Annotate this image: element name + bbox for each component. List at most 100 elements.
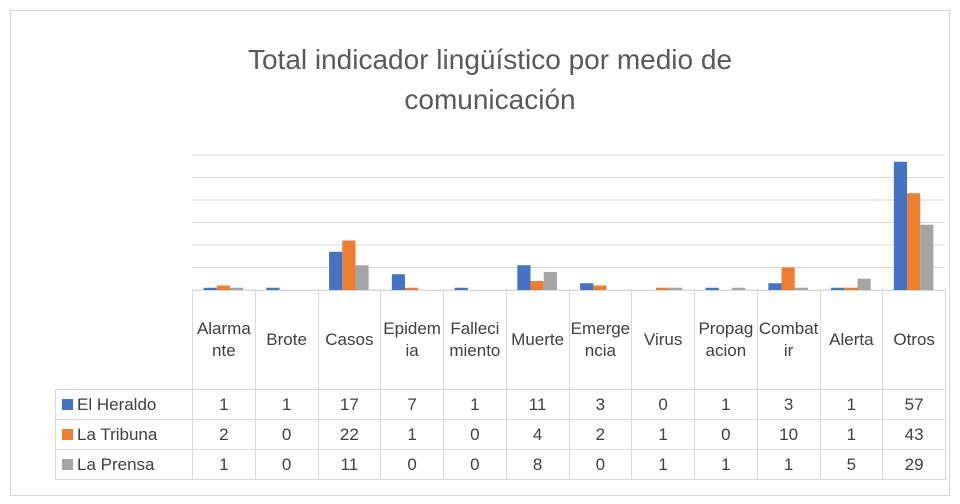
bar <box>893 161 908 290</box>
value-cell: 1 <box>819 389 884 420</box>
category-cell: Virus <box>631 290 695 390</box>
bar <box>768 283 782 290</box>
value-cell: 7 <box>380 389 444 420</box>
bar <box>831 287 845 290</box>
legend-cell: El Heraldo <box>55 389 193 420</box>
category-label: Alarmante <box>196 319 251 360</box>
value-cell: 1 <box>694 449 758 480</box>
bar <box>731 287 746 290</box>
corner <box>55 290 193 390</box>
category-cell: Otros <box>882 290 946 390</box>
value-cell: 8 <box>505 449 570 480</box>
value-cell: 1 <box>443 389 507 420</box>
category-label: Muerte <box>511 330 565 349</box>
bar <box>920 224 934 290</box>
bar <box>593 285 607 290</box>
value-cell: 3 <box>568 389 633 420</box>
category-label: Epidemia <box>383 319 441 360</box>
category-label: Combatir <box>758 319 819 360</box>
legend-swatch <box>62 398 73 410</box>
bar <box>543 272 557 290</box>
value-cell: 1 <box>631 419 695 450</box>
value-cell: 1 <box>819 419 884 450</box>
category-cell: Combatir <box>756 290 821 390</box>
legend-swatch <box>62 458 73 470</box>
value-cell: 0 <box>694 419 758 450</box>
value-cell: 0 <box>568 449 633 480</box>
legend-label: La Prensa <box>77 454 155 474</box>
value-cell: 11 <box>505 389 570 420</box>
chart-frame <box>10 10 950 496</box>
category-cell: Fallecimiento <box>443 290 507 390</box>
value-cell: 29 <box>882 449 946 480</box>
category-label: Fallecimiento <box>449 319 501 360</box>
bar <box>669 287 683 290</box>
bar <box>705 287 719 290</box>
bar <box>530 281 544 290</box>
value-cell: 2 <box>568 419 633 450</box>
value-cell: 0 <box>443 449 507 480</box>
value-cell: 0 <box>443 419 507 450</box>
bar <box>203 287 217 290</box>
value-cell: 1 <box>192 449 256 480</box>
bar <box>329 251 343 290</box>
value-cell: 0 <box>631 389 695 420</box>
bar <box>907 193 921 290</box>
category-label: Casos <box>325 330 374 349</box>
value-cell: 5 <box>819 449 884 480</box>
series-row: La Tribuna 2 0 22 1 0 4 2 1 0 10 1 43 <box>55 419 946 450</box>
value-cell: 57 <box>882 389 946 420</box>
value-cell: 43 <box>882 419 946 450</box>
series-row: El Heraldo 1 1 17 7 1 11 3 0 1 3 1 57 <box>55 389 946 420</box>
legend-cell: La Tribuna <box>55 419 193 450</box>
bar <box>229 287 244 290</box>
value-cell: 17 <box>317 389 382 420</box>
legend-label: El Heraldo <box>77 394 157 414</box>
value-cell: 22 <box>317 419 382 450</box>
chart-title: Total indicador lingüístico por medio de… <box>247 44 733 115</box>
category-cell: Alerta <box>819 290 884 390</box>
value-cell: 1 <box>631 449 695 480</box>
bar <box>781 267 795 290</box>
value-cell: 11 <box>317 449 382 480</box>
bar <box>857 278 871 290</box>
bar <box>454 287 468 290</box>
legend-label: La Tribuna <box>77 424 158 444</box>
bar <box>844 287 858 290</box>
category-label: Alerta <box>829 330 874 349</box>
bar <box>355 265 369 290</box>
category-cell: Casos <box>317 290 382 390</box>
category-label: Propagacion <box>698 319 754 360</box>
value-cell: 2 <box>192 419 256 450</box>
bar <box>517 265 531 290</box>
value-cell: 0 <box>254 419 319 450</box>
category-label: Brote <box>266 330 307 349</box>
series-row: La Prensa 1 0 11 0 0 8 0 1 1 1 5 29 <box>55 449 946 480</box>
legend-cell: La Prensa <box>55 449 193 480</box>
category-label: Otros <box>893 330 935 349</box>
bar <box>405 287 419 290</box>
value-cell: 1 <box>694 389 758 420</box>
bar <box>391 274 406 290</box>
category-label: Emergencia <box>570 319 631 360</box>
bar <box>266 287 280 290</box>
category-cell: Emergencia <box>568 290 633 390</box>
category-cell: Alarmante <box>192 290 256 390</box>
value-cell: 3 <box>756 389 821 420</box>
value-cell: 0 <box>254 449 319 480</box>
header-row: Alarmante Brote Casos Epidemia Fallecimiento… <box>55 290 946 390</box>
value-cell: 1 <box>192 389 256 420</box>
category-cell: Brote <box>254 290 319 390</box>
bar <box>342 240 356 290</box>
value-cell: 4 <box>505 419 570 450</box>
bar <box>794 287 808 290</box>
category-cell: Propagacion <box>694 290 758 390</box>
bar <box>656 287 670 290</box>
legend-swatch <box>62 428 73 440</box>
bar <box>580 283 594 290</box>
data-table: Alarmante Brote Casos Epidemia Fallecimiento… <box>55 290 946 480</box>
value-cell: 1 <box>254 389 319 420</box>
value-cell: 1 <box>380 419 444 450</box>
